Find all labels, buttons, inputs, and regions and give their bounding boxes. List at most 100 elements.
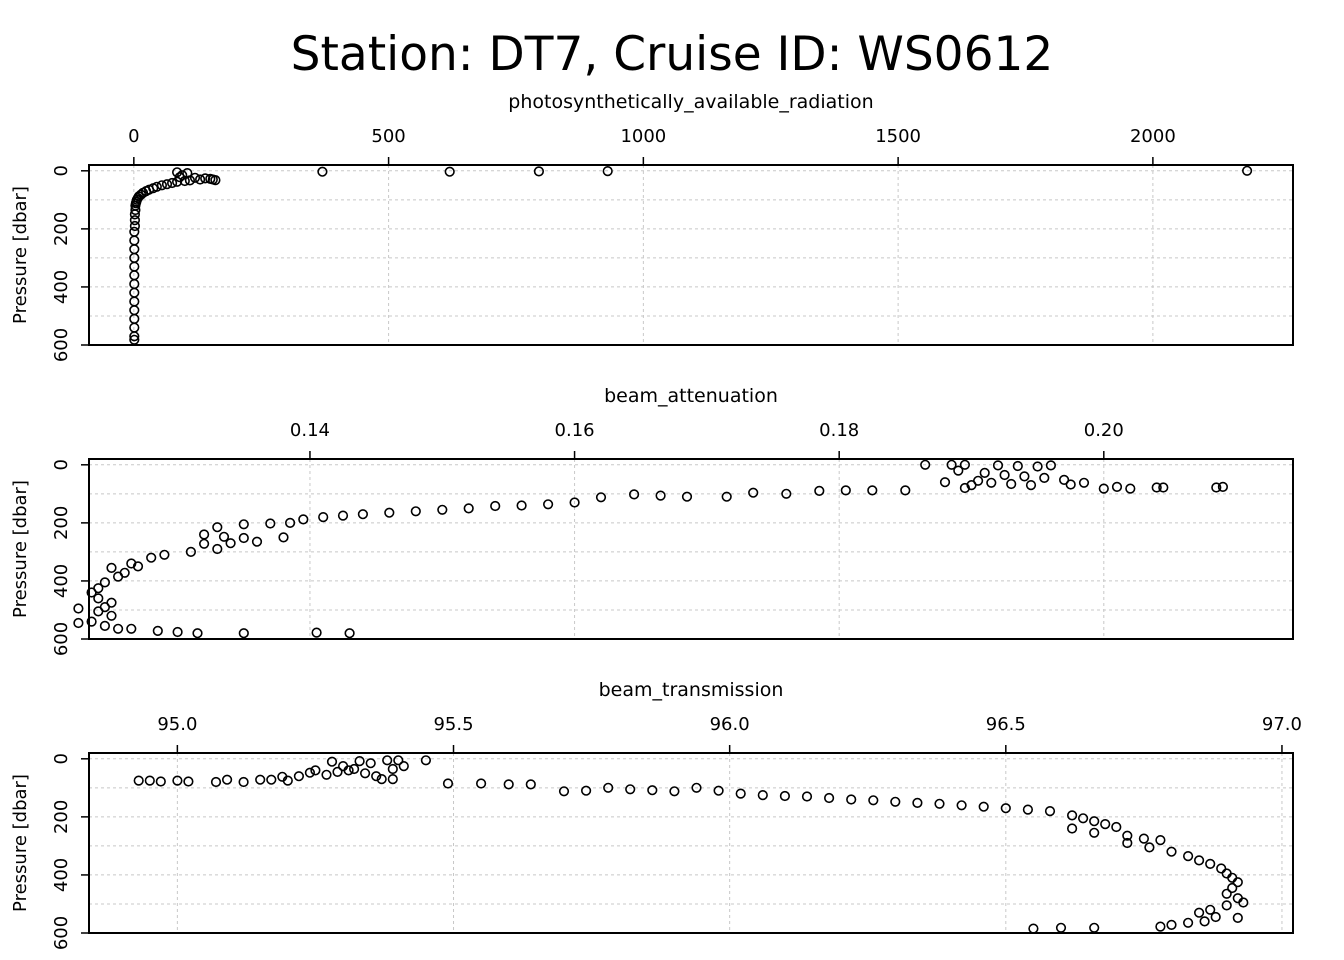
x-tick-label: 95.5 — [433, 714, 473, 735]
data-point — [304, 767, 316, 778]
data-point — [326, 756, 338, 767]
y-tick-label: 200 — [51, 212, 72, 246]
data-point — [144, 775, 155, 786]
data-point — [569, 497, 580, 508]
data-point — [93, 593, 104, 604]
data-point — [86, 616, 97, 627]
data-point — [691, 782, 702, 793]
x-tick-label: 2000 — [1130, 126, 1176, 147]
y-axis-label: Pressure [dbar] — [10, 480, 31, 618]
data-point — [146, 552, 157, 563]
data-point — [757, 789, 768, 801]
data-point — [99, 577, 110, 588]
data-point — [285, 517, 296, 529]
x-tick-label: 95.0 — [157, 714, 197, 735]
data-point — [311, 627, 322, 638]
data-point — [393, 755, 404, 766]
x-tick-label: 96.5 — [986, 714, 1026, 735]
data-point — [1193, 855, 1205, 866]
y-tick-label: 0 — [51, 459, 72, 470]
data-point — [266, 774, 277, 785]
y-axis-label: Pressure [dbar] — [10, 774, 31, 912]
plot-frame — [88, 164, 1294, 346]
data-point — [603, 782, 614, 793]
data-point — [365, 758, 376, 769]
data-point — [354, 755, 365, 767]
data-point — [956, 800, 967, 811]
data-point — [867, 485, 878, 496]
data-point — [920, 459, 931, 470]
data-point — [371, 771, 382, 782]
data-point — [814, 485, 825, 497]
data-point — [293, 771, 305, 782]
data-point — [647, 785, 658, 796]
data-point — [1221, 888, 1232, 899]
data-point — [210, 175, 221, 186]
panels: 0 500 1000 1500 20000200400600photosynthetic… — [10, 91, 1302, 950]
data-point — [846, 794, 857, 805]
data-point — [558, 786, 570, 797]
data-point — [476, 778, 487, 789]
data-point — [1232, 912, 1243, 924]
data-point — [1210, 911, 1221, 923]
data-point — [155, 776, 166, 787]
y-axis-label: Pressure [dbar] — [10, 186, 31, 324]
data-point — [1166, 919, 1177, 931]
data-point — [1000, 803, 1011, 814]
y-tick-label: 600 — [51, 916, 72, 950]
data-point — [238, 628, 249, 639]
data-point — [185, 546, 196, 558]
data-point — [238, 532, 249, 544]
data-point — [986, 477, 997, 488]
data-point — [338, 760, 349, 772]
data-point — [779, 790, 791, 802]
data-point — [602, 166, 613, 177]
y-tick-label: 400 — [51, 270, 72, 304]
data-point — [681, 491, 693, 502]
data-point — [387, 763, 398, 775]
data-point — [1100, 818, 1111, 830]
data-point — [172, 775, 183, 786]
data-point — [1111, 821, 1122, 833]
data-point — [978, 801, 989, 812]
data-point — [1151, 482, 1162, 493]
data-point — [1098, 483, 1109, 494]
data-point — [890, 796, 901, 807]
data-point — [1122, 830, 1133, 841]
data-point — [310, 765, 321, 776]
data-point — [748, 487, 759, 498]
data-point — [1227, 882, 1238, 894]
y-tick-label: 400 — [51, 858, 72, 892]
data-point — [282, 775, 293, 786]
data-point — [222, 774, 233, 785]
data-point — [199, 529, 210, 540]
data-point — [999, 469, 1010, 481]
y-tick-label: 600 — [51, 328, 72, 362]
data-point — [1144, 842, 1155, 853]
y-tick-label: 200 — [51, 506, 72, 540]
panel-2: 0.14 0.16 0.18 0.20 0 200 400 600 beam_attenuati… — [10, 385, 1294, 656]
data-point — [1025, 480, 1037, 491]
data-point — [934, 798, 945, 809]
data-point — [199, 538, 210, 549]
data-point — [129, 331, 140, 342]
plot-frame — [88, 752, 1294, 934]
data-point — [992, 460, 1004, 471]
data-point — [490, 500, 501, 512]
data-point — [900, 485, 911, 496]
data-point — [1077, 813, 1089, 824]
data-point — [1066, 823, 1078, 834]
data-point — [195, 174, 206, 185]
data-point — [516, 500, 527, 511]
data-point — [298, 514, 309, 525]
y-tick-label: 600 — [51, 622, 72, 656]
data-point — [238, 776, 249, 788]
data-point — [152, 625, 163, 637]
data-point — [265, 518, 276, 529]
data-point — [129, 215, 140, 226]
data-point — [801, 791, 813, 802]
data-point — [1182, 917, 1194, 928]
data-point — [172, 626, 183, 638]
panel-title: beam_attenuation — [604, 385, 778, 407]
data-point — [1089, 827, 1100, 838]
